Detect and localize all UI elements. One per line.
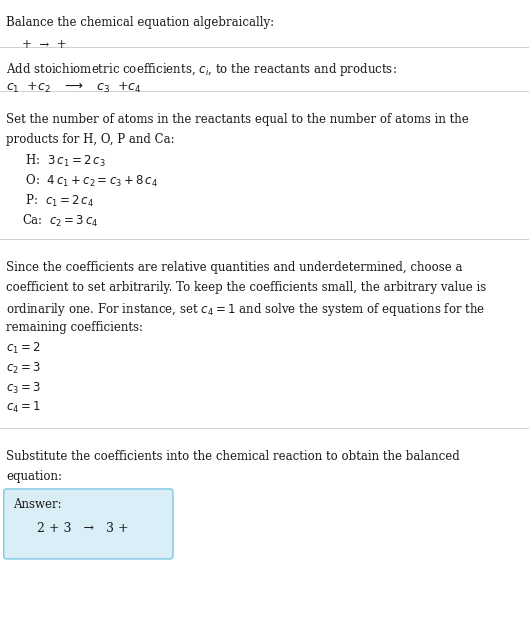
Text: Set the number of atoms in the reactants equal to the number of atoms in the: Set the number of atoms in the reactants… — [6, 113, 469, 126]
Text: ordinarily one. For instance, set $c_4 = 1$ and solve the system of equations fo: ordinarily one. For instance, set $c_4 =… — [6, 301, 486, 318]
FancyBboxPatch shape — [4, 489, 173, 559]
Text: Ca:  $c_2 = 3\,c_4$: Ca: $c_2 = 3\,c_4$ — [22, 213, 99, 229]
Text: Add stoichiometric coefficients, $c_i$, to the reactants and products:: Add stoichiometric coefficients, $c_i$, … — [6, 62, 397, 78]
Text: $c_3 = 3$: $c_3 = 3$ — [6, 381, 41, 396]
Text: O:  $4\,c_1 + c_2 = c_3 + 8\,c_4$: O: $4\,c_1 + c_2 = c_3 + 8\,c_4$ — [22, 173, 158, 189]
Text: equation:: equation: — [6, 470, 62, 483]
Text: 2 + 3   →   3 +: 2 + 3 → 3 + — [13, 522, 129, 535]
Text: P:  $c_1 = 2\,c_4$: P: $c_1 = 2\,c_4$ — [22, 193, 94, 209]
Text: +  →  +: + → + — [22, 37, 67, 50]
Text: coefficient to set arbitrarily. To keep the coefficients small, the arbitrary va: coefficient to set arbitrarily. To keep … — [6, 281, 487, 293]
Text: $c_1$  +$c_2$   $\longrightarrow$   $c_3$  +$c_4$: $c_1$ +$c_2$ $\longrightarrow$ $c_3$ +$c… — [6, 82, 142, 95]
Text: $c_2 = 3$: $c_2 = 3$ — [6, 361, 41, 376]
Text: remaining coefficients:: remaining coefficients: — [6, 321, 143, 333]
Text: products for H, O, P and Ca:: products for H, O, P and Ca: — [6, 133, 175, 146]
Text: $c_4 = 1$: $c_4 = 1$ — [6, 401, 41, 416]
Text: Substitute the coefficients into the chemical reaction to obtain the balanced: Substitute the coefficients into the che… — [6, 450, 460, 463]
Text: H:  $3\,c_1 = 2\,c_3$: H: $3\,c_1 = 2\,c_3$ — [22, 153, 106, 169]
Text: $c_1 = 2$: $c_1 = 2$ — [6, 341, 41, 356]
Text: Answer:: Answer: — [13, 498, 61, 511]
Text: Balance the chemical equation algebraically:: Balance the chemical equation algebraica… — [6, 16, 275, 29]
Text: Since the coefficients are relative quantities and underdetermined, choose a: Since the coefficients are relative quan… — [6, 261, 463, 273]
